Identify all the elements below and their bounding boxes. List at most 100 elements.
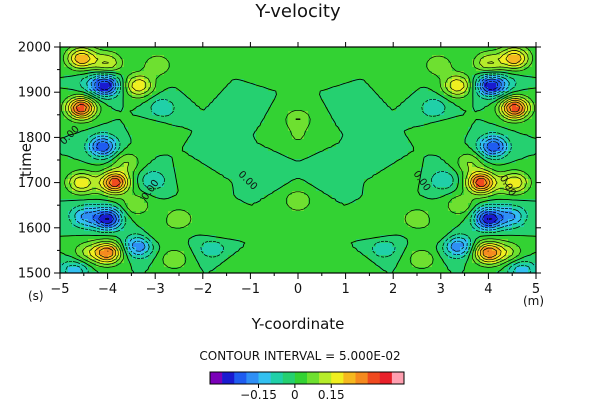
heatmap-cell (264, 147, 269, 152)
heatmap-cell (400, 179, 405, 184)
heatmap-cell (192, 59, 197, 64)
heatmap-cell (60, 143, 65, 148)
heatmap-cell (180, 183, 185, 188)
heatmap-cell (528, 171, 533, 176)
heatmap-cell (448, 127, 453, 132)
heatmap-cell (384, 111, 389, 116)
heatmap-cell (196, 111, 201, 116)
heatmap-cell (96, 127, 101, 132)
heatmap-cell (384, 199, 389, 204)
heatmap-cell (192, 79, 197, 84)
heatmap-cell (392, 55, 397, 60)
heatmap-cell (120, 111, 125, 116)
heatmap-cell (232, 47, 237, 52)
heatmap-cell (372, 79, 377, 84)
heatmap-cell (512, 111, 517, 116)
heatmap-cell (88, 111, 93, 116)
heatmap-cell (376, 115, 381, 120)
heatmap-cell (492, 79, 497, 84)
heatmap-cell (292, 55, 297, 60)
heatmap-cell (336, 67, 341, 72)
heatmap-cell (344, 71, 349, 76)
heatmap-cell (200, 211, 205, 216)
heatmap-cell (484, 119, 489, 124)
heatmap-cell (88, 207, 93, 212)
heatmap-cell (476, 91, 481, 96)
heatmap-cell (284, 207, 289, 212)
heatmap-cell (532, 147, 536, 152)
heatmap-cell (396, 103, 401, 108)
heatmap-cell (464, 119, 469, 124)
heatmap-cell (424, 111, 429, 116)
heatmap-cell (396, 187, 401, 192)
heatmap-cell (528, 187, 533, 192)
heatmap-cell (392, 183, 397, 188)
heatmap-cell (456, 187, 461, 192)
heatmap-cell (476, 95, 481, 100)
heatmap-cell (324, 171, 329, 176)
heatmap-cell (200, 199, 205, 204)
heatmap-cell (208, 167, 213, 172)
heatmap-cell (160, 139, 165, 144)
heatmap-cell (100, 159, 105, 164)
heatmap-cell (192, 107, 197, 112)
heatmap-cell (320, 115, 325, 120)
heatmap-cell (400, 99, 405, 104)
heatmap-cell (332, 79, 337, 84)
heatmap-cell (160, 123, 165, 128)
heatmap-cell (140, 179, 145, 184)
heatmap-cell (188, 183, 193, 188)
heatmap-cell (252, 63, 257, 68)
heatmap-cell (168, 119, 173, 124)
heatmap-cell (64, 107, 69, 112)
heatmap-cell (488, 47, 493, 52)
heatmap-cell (480, 199, 485, 204)
heatmap-cell (476, 167, 481, 172)
heatmap-cell (236, 79, 241, 84)
heatmap-cell (532, 131, 536, 136)
heatmap-cell (516, 163, 521, 168)
heatmap-cell (368, 163, 373, 168)
heatmap-cell (312, 119, 317, 124)
heatmap-cell (216, 75, 221, 80)
heatmap-cell (232, 127, 237, 132)
heatmap-cell (472, 139, 477, 144)
heatmap-cell (88, 195, 93, 200)
heatmap-cell (84, 119, 89, 124)
heatmap-cell (136, 71, 141, 76)
heatmap-cell (408, 59, 413, 64)
heatmap-cell (340, 167, 345, 172)
heatmap-cell (424, 75, 429, 80)
heatmap-cell (352, 119, 357, 124)
heatmap-cell (272, 127, 277, 132)
heatmap-cell (220, 67, 225, 72)
heatmap-cell (196, 207, 201, 212)
heatmap-cell (92, 199, 97, 204)
heatmap-cell (464, 111, 469, 116)
heatmap-cell (404, 187, 409, 192)
heatmap-cell (228, 131, 233, 136)
heatmap-cell (184, 199, 189, 204)
heatmap-cell (196, 51, 201, 56)
heatmap-cell (516, 51, 521, 56)
heatmap-cell (508, 195, 513, 200)
heatmap-cell (260, 71, 265, 76)
heatmap-cell (304, 87, 309, 92)
heatmap-cell (328, 55, 333, 60)
heatmap-cell (360, 155, 365, 160)
heatmap-cell (500, 183, 505, 188)
heatmap-cell (336, 195, 341, 200)
heatmap-cell (108, 71, 113, 76)
heatmap-cell (312, 159, 317, 164)
heatmap-cell (136, 63, 141, 68)
heatmap-cell (428, 51, 433, 56)
heatmap-cell (524, 127, 529, 132)
heatmap-cell (120, 67, 125, 72)
heatmap-cell (424, 167, 429, 172)
heatmap-cell (180, 139, 185, 144)
heatmap-cell (420, 203, 425, 208)
heatmap-cell (252, 123, 257, 128)
heatmap-cell (480, 203, 485, 208)
heatmap-cell (380, 71, 385, 76)
heatmap-cell (408, 75, 413, 80)
